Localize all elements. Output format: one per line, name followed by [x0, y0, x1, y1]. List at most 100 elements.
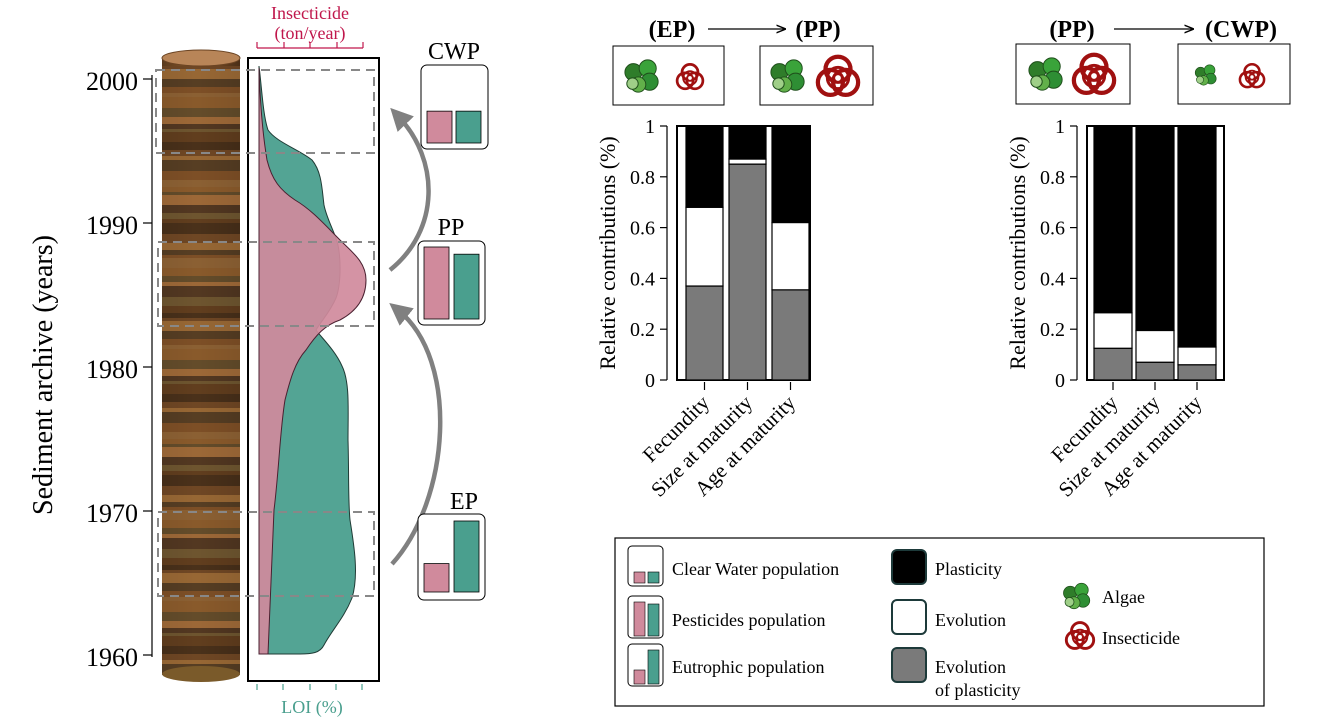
period-window-ep	[157, 511, 375, 597]
sediment-layer	[162, 444, 240, 447]
sediment-layer	[162, 520, 240, 528]
algae-icon	[1028, 57, 1063, 91]
sediment-layer	[162, 360, 240, 369]
bar-segment-plasticity	[685, 125, 724, 208]
sediment-layer	[162, 412, 240, 423]
legend: Clear Water population Pesticides popula…	[614, 537, 1265, 707]
legend-item-eutrophic: Eutrophic population	[627, 643, 824, 687]
sediment-layer	[162, 66, 240, 69]
population-label: CWP	[428, 39, 480, 65]
legend-item-plasticity: Plasticity	[891, 549, 1002, 585]
algae-icon	[1194, 64, 1217, 86]
bar-segment-evolution	[728, 158, 767, 165]
sediment-layer	[162, 124, 240, 129]
population-label: PP	[438, 215, 465, 241]
sediment-layer	[162, 381, 240, 384]
legend-label: of plasticity	[935, 680, 1020, 700]
sediment-layer	[162, 93, 240, 97]
bar-segment-evolution	[1177, 346, 1217, 366]
sediment-layer	[162, 187, 240, 192]
loi-axis-label: LOI (%)	[281, 697, 342, 718]
legend-label: Eutrophic population	[672, 657, 824, 677]
chart-pp-to-cwp: Relative contributions (%) 0 0.2 0.4 0.6 0.8 1…	[1005, 116, 1225, 502]
y-tick-label: 0.4	[630, 268, 655, 290]
sediment-layer	[162, 282, 240, 286]
loi-axis: LOI (%)	[256, 684, 363, 718]
bar-segment-evolution	[771, 221, 810, 291]
sediment-layer	[162, 534, 240, 538]
insecticide-axis: Insecticide (ton/year)	[256, 3, 364, 49]
sediment-layer	[162, 255, 240, 258]
sediment-layer	[162, 79, 240, 87]
year-tick-label: 1960	[86, 643, 138, 672]
bar-segment-plasticity	[771, 125, 810, 224]
profile-frame	[247, 57, 380, 682]
population-bar-teal	[453, 253, 480, 320]
sediment-layer	[162, 171, 240, 180]
y-tick-label: 0.2	[630, 319, 655, 341]
sediment-layer	[162, 439, 240, 444]
bar-segment-plasticity	[728, 125, 767, 160]
year-tick-label: 1970	[86, 499, 138, 528]
sediment-layer	[162, 628, 240, 633]
year-tick-label: 1980	[86, 355, 138, 384]
icon-box-ep	[612, 45, 725, 106]
sediment-layer	[162, 313, 240, 318]
sediment-layer	[162, 219, 240, 223]
sediment-layer	[162, 331, 240, 339]
sediment-layer	[162, 87, 240, 93]
population-bar-teal	[453, 520, 480, 593]
year-tick: 1980	[86, 355, 152, 384]
legend-item-algae: Algae	[1063, 582, 1145, 610]
legend-label: Pesticides population	[672, 610, 825, 630]
sediment-layer	[162, 160, 240, 171]
sediment-layer	[162, 558, 240, 565]
y-tick-label: 0	[645, 370, 655, 392]
sediment-layer	[162, 213, 240, 219]
bar-segment-evolution-of-plasticity	[1135, 361, 1175, 381]
sediment-layer	[162, 258, 240, 268]
sediment-layer	[162, 538, 240, 549]
sediment-layer	[162, 384, 240, 394]
sediment-layer	[162, 180, 240, 187]
sediment-layer	[162, 597, 240, 601]
sediment-layer	[162, 243, 240, 250]
y-axis-label: Relative contributions (%)	[1005, 136, 1030, 369]
bar-segment-plasticity	[1093, 125, 1133, 314]
transition-arrow-pp-cwp	[388, 107, 431, 272]
profile-panel	[247, 57, 380, 682]
y-axis-label: Relative contributions (%)	[595, 136, 620, 369]
y-tick-label: 1	[645, 116, 655, 138]
legend-label: Evolution	[935, 610, 1006, 630]
sediment-layer	[162, 660, 240, 664]
population-bar-pink	[426, 110, 453, 144]
sediment-layer	[162, 129, 240, 132]
y-tick-label: 0.8	[630, 167, 655, 189]
sediment-layer	[162, 502, 240, 507]
sediment-layer	[162, 573, 240, 583]
year-tick: 1960	[86, 643, 152, 672]
sediment-layer	[162, 591, 240, 597]
sediment-layer	[162, 297, 240, 306]
algae-icon	[624, 59, 659, 93]
sediment-layer	[162, 286, 240, 297]
population-bar-teal	[455, 110, 482, 144]
sediment-layer	[162, 318, 240, 321]
year-axis: 2000 1990 1980 1970 1960	[86, 67, 153, 672]
bar-segment-plasticity	[1177, 125, 1217, 348]
y-tick-label: 0.4	[1040, 268, 1065, 290]
period-window-cwp	[155, 69, 375, 154]
sediment-layer	[162, 132, 240, 142]
legend-label: Algae	[1102, 587, 1145, 607]
transition-from: (EP)	[649, 17, 696, 43]
y-tick-label: 0	[1055, 370, 1065, 392]
y-tick-label: 0.6	[630, 218, 655, 240]
population-badge: PP	[417, 215, 486, 326]
sediment-layer	[162, 250, 240, 255]
bar-segment-evolution	[1093, 312, 1133, 349]
sediment-layer	[162, 234, 240, 243]
year-tick-label: 2000	[86, 67, 138, 96]
core-panel: Sediment archive (years) 2000 1990 1980 …	[28, 3, 489, 718]
algae-icon	[770, 59, 805, 93]
sediment-layer	[162, 601, 240, 612]
